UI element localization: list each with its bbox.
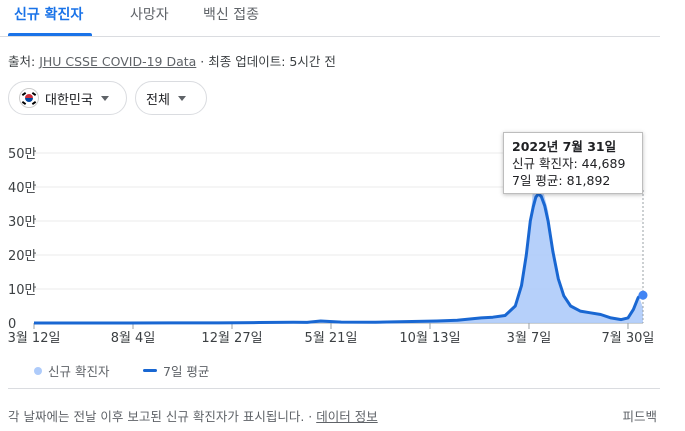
footer-note-text: 각 날짜에는 전날 이후 보고된 신규 확진자가 표시됩니다. · [8, 409, 317, 424]
x-tick-label: 12월 27일 [201, 331, 262, 346]
legend-bars: 신규 확진자 [34, 361, 109, 380]
range-dropdown-label: 전체 [146, 92, 170, 108]
seven-day-average-line [34, 192, 644, 325]
country-dropdown[interactable]: 대한민국 [8, 81, 127, 115]
y-axis-ticks: 0 10만 20만 30만 40만 50만 [8, 147, 37, 332]
country-dropdown-label: 대한민국 [45, 92, 93, 108]
korea-flag-icon [19, 88, 39, 108]
source-link[interactable]: JHU CSSE COVID-19 Data [39, 54, 197, 69]
legend-line: 7일 평균 [143, 361, 209, 380]
tab-deaths[interactable]: 사망자 [130, 7, 169, 23]
data-info-link[interactable]: 데이터 정보 [316, 409, 378, 424]
metric-tabs: 신규 확진자 사망자 백신 접종 [0, 0, 660, 37]
tooltip-cases: 신규 확진자: 44,689 [512, 156, 626, 171]
x-tick-label: 8월 4일 [111, 331, 156, 346]
y-tick-label: 20만 [8, 249, 37, 264]
tooltip-date: 2022년 7월 31일 [512, 139, 617, 154]
x-tick-label: 3월 7일 [507, 331, 552, 346]
range-dropdown[interactable]: 전체 [135, 81, 207, 115]
y-tick-label: 50만 [8, 147, 37, 162]
tab-vaccinations[interactable]: 백신 접종 [203, 7, 259, 23]
y-tick-label: 0 [8, 317, 16, 332]
y-tick-label: 30만 [8, 215, 37, 230]
footer-note: 각 날짜에는 전날 이후 보고된 신규 확진자가 표시됩니다. · 데이터 정보 [8, 406, 378, 425]
tab-new-cases[interactable]: 신규 확진자 [14, 7, 84, 23]
caret-down-icon [100, 95, 109, 101]
tooltip-average: 7일 평균: 81,892 [512, 173, 611, 188]
y-tick-label: 10만 [8, 283, 37, 298]
chart-tooltip: 2022년 7월 31일 신규 확진자: 44,689 7일 평균: 81,89… [503, 132, 643, 194]
feedback-link[interactable]: 피드백 [622, 409, 657, 424]
bar-swatch-icon [34, 366, 42, 375]
hover-point [638, 290, 648, 300]
x-axis-ticks: 3월 12일 8월 4일 12월 27일 5월 21일 10월 13일 3월 7일 7월 3… [8, 323, 655, 346]
last-updated: · 최종 업데이트: 5시간 전 [196, 54, 336, 69]
legend-line-label: 7일 평균 [163, 364, 210, 379]
line-swatch-icon [143, 369, 157, 372]
y-tick-label: 40만 [8, 181, 37, 196]
caret-down-icon [177, 95, 186, 101]
x-tick-label: 3월 12일 [8, 331, 61, 346]
source-line: 출처: JHU CSSE COVID-19 Data · 최종 업데이트: 5시… [8, 51, 336, 70]
x-tick-label: 10월 13일 [399, 331, 460, 346]
legend-bars-label: 신규 확진자 [48, 364, 110, 379]
source-prefix: 출처: [8, 54, 40, 69]
footer-divider [8, 388, 660, 389]
x-tick-label: 5월 21일 [305, 331, 358, 346]
x-tick-label: 7월 30일 [602, 331, 655, 346]
active-tab-indicator [8, 33, 92, 36]
